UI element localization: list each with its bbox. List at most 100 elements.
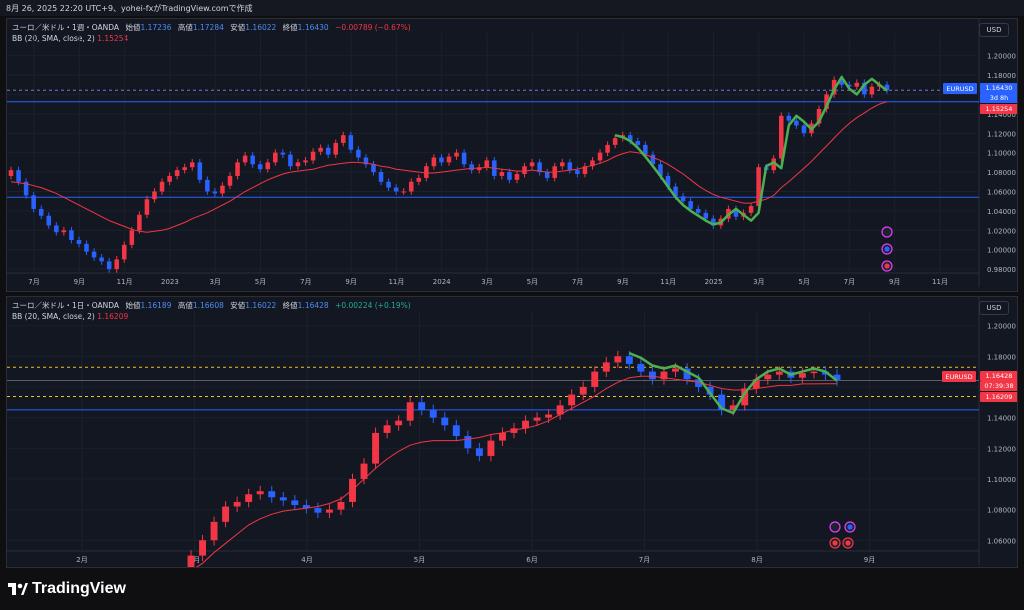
price-tick-label: 1.04000 [987, 208, 1016, 216]
weekly-indicator-legend[interactable]: BB (20, SMA, close, 2) 1.15254 [12, 34, 128, 43]
candle-down [839, 79, 844, 85]
price-tag-text: 1.16430 [986, 84, 1013, 92]
candle-up [510, 428, 518, 433]
time-tick-label: 5月 [798, 278, 809, 286]
candle-down [544, 172, 550, 178]
candle-down [302, 505, 310, 509]
weekly-close: 1.16430 [297, 23, 329, 32]
tradingview-logo[interactable]: TradingView [8, 580, 126, 598]
candle-up [256, 491, 264, 495]
candle-up [295, 162, 301, 167]
candle-down [197, 162, 203, 180]
candle-down [733, 208, 739, 217]
bb-basis-line [195, 375, 837, 567]
candle-up [764, 374, 772, 380]
time-tick-label: 11月 [117, 278, 133, 286]
candle-down [31, 195, 36, 209]
time-tick-label: 9月 [864, 556, 875, 564]
daily-symbol: ユーロ／米ドル・1日・OANDA [12, 301, 120, 310]
candle-up [360, 463, 368, 479]
candle-up [349, 478, 356, 502]
weekly-chart-svg[interactable]: 1.200001.180001.160001.140001.120001.100… [7, 19, 1017, 291]
candle-up [395, 420, 403, 426]
candle-up [660, 371, 668, 380]
eu-flag-event-icon-inner [884, 246, 890, 252]
eu-flag-event-icon-inner [847, 524, 853, 530]
candle-up [167, 175, 172, 182]
daily-chart-svg[interactable]: 1.200001.180001.160001.140001.120001.100… [7, 297, 1017, 567]
time-tick-label: 2月 [76, 556, 87, 564]
candle-down [23, 181, 29, 196]
time-tick-label: 11月 [660, 278, 676, 286]
candle-up [446, 156, 452, 163]
candle-down [683, 368, 691, 380]
candle-down [250, 155, 255, 165]
candle-down [268, 491, 276, 498]
candle-up [591, 371, 599, 387]
candle-up [408, 181, 414, 192]
candle-up [798, 373, 806, 378]
candle-down [439, 157, 444, 163]
candle-up [424, 166, 429, 178]
price-tick-label: 1.00000 [987, 247, 1016, 255]
time-tick-label: 9月 [617, 278, 628, 286]
candle-up [533, 417, 541, 421]
candle-down [84, 243, 89, 252]
candle-up [499, 432, 506, 441]
price-tick-label: 1.06000 [987, 188, 1016, 196]
candle-up [590, 160, 595, 167]
indicator-tag-text: 1.16209 [986, 393, 1013, 401]
candle-down [703, 212, 709, 219]
weekly-chart-panel[interactable]: ユーロ／米ドル・1週・OANDA 始値1.17236 高値1.17284 安値1… [6, 18, 1018, 292]
candle-up [431, 157, 437, 167]
candle-up [8, 170, 14, 176]
price-tick-label: 0.98000 [987, 266, 1016, 274]
candle-up [854, 82, 860, 87]
time-tick-label: 7月 [844, 278, 855, 286]
daily-chart-panel[interactable]: ユーロ／米ドル・1日・OANDA 始値1.16189 高値1.16608 安値1… [6, 296, 1018, 568]
candle-up [303, 160, 308, 163]
candle-down [718, 394, 726, 410]
candle-up [612, 138, 618, 145]
countdown-tag-bg [980, 93, 1017, 103]
currency-button[interactable]: USD [979, 23, 1009, 37]
price-tick-label: 1.18000 [987, 72, 1016, 80]
candle-down [91, 251, 97, 258]
price-tick-label: 1.14000 [987, 415, 1016, 423]
candle-down [695, 208, 701, 213]
currency-button[interactable]: USD [979, 301, 1009, 315]
price-tick-label: 1.20000 [987, 323, 1016, 331]
candle-up [582, 166, 588, 175]
bb-label: BB (20, SMA, close, 2) [12, 312, 95, 321]
candle-up [220, 185, 225, 194]
time-tick-label: 7月 [300, 278, 311, 286]
daily-legend: ユーロ／米ドル・1日・OANDA 始値1.16189 高値1.16608 安値1… [12, 301, 411, 310]
time-tick-label: 5月 [255, 278, 266, 286]
weekly-open: 1.17236 [140, 23, 172, 32]
us-flag-event-icon-inner [884, 263, 890, 269]
daily-indicator-legend[interactable]: BB (20, SMA, close, 2) 1.16209 [12, 312, 128, 321]
time-tick-label: 2024 [433, 278, 451, 286]
daily-change: +0.00224 (+0.19%) [335, 301, 411, 310]
candle-up [756, 167, 761, 207]
daily-high: 1.16608 [192, 301, 224, 310]
candle-up [318, 147, 323, 152]
time-tick-label: 8月 [751, 556, 762, 564]
candle-down [46, 215, 52, 226]
candle-down [314, 508, 322, 513]
candle-down [688, 201, 693, 209]
candle-up [310, 151, 316, 161]
candle-up [222, 506, 230, 522]
candle-down [862, 82, 867, 95]
candle-up [514, 174, 520, 180]
candle-up [159, 181, 165, 192]
candle-up [137, 214, 142, 231]
candle-up [741, 388, 749, 406]
candle-down [441, 417, 449, 426]
time-tick-label: 9月 [889, 278, 900, 286]
candle-up [522, 166, 527, 175]
candle-up [816, 108, 822, 124]
candle-down [348, 135, 354, 150]
us-flag-event-icon-inner [832, 540, 838, 546]
candle-up [242, 155, 248, 163]
